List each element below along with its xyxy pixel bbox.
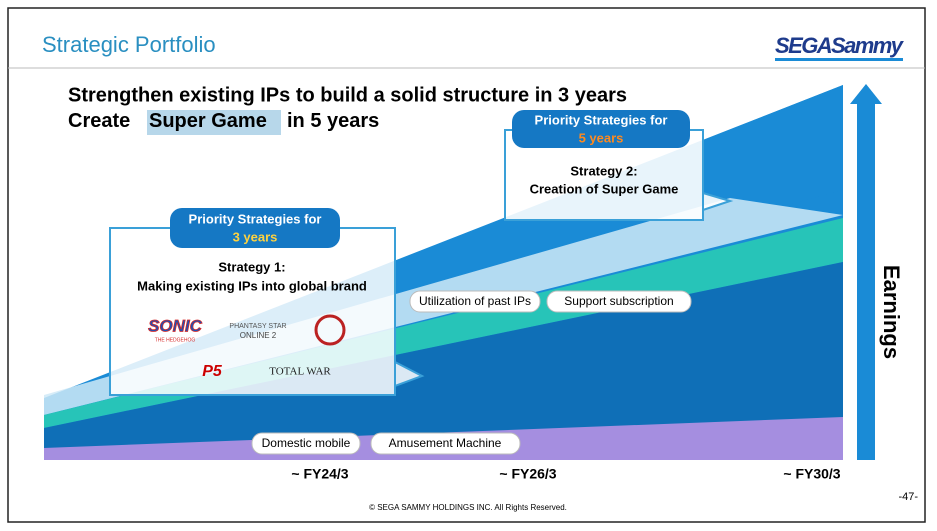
headline-highlight: Super Game (149, 110, 267, 132)
pill (546, 290, 692, 313)
axis-label: Earnings (879, 265, 904, 359)
pill (370, 432, 521, 455)
logo-pso: PHANTASY STAR (229, 323, 286, 330)
headline-line: Create Super Game in 5 years (68, 110, 379, 132)
headline-part: Create (68, 110, 130, 132)
callout-title: Priority Strategies for (535, 112, 668, 127)
arrow-shaft (857, 102, 875, 460)
page-number: -47- (898, 491, 918, 503)
headline-line: Strengthen existing IPs to build a solid… (68, 84, 627, 106)
callout-title: Priority Strategies for (189, 211, 322, 226)
logo-total-war: TOTAL WAR (269, 366, 331, 378)
logo-sonic-sub: THE HEDGEHOG (155, 337, 196, 343)
callout-period: 5 years (579, 130, 624, 145)
headline-part: in 5 years (287, 110, 379, 132)
callout-header (170, 208, 340, 248)
logo-p5: P5 (202, 363, 223, 380)
logo: SEGASammy (775, 33, 905, 58)
callout-box (109, 227, 396, 396)
pill (409, 290, 541, 313)
copyright: © SEGA SAMMY HOLDINGS INC. All Rights Re… (369, 503, 567, 512)
pill-label: Utilization of past IPs (419, 294, 531, 308)
timeline-label: ~ FY30/3 (783, 466, 840, 482)
logo-pso: ONLINE 2 (240, 331, 277, 340)
strategy-text: Making existing IPs into global brand (137, 278, 367, 293)
arrow-head (850, 84, 882, 104)
timeline-label: ~ FY24/3 (291, 466, 348, 482)
strategy-label: Strategy 2: (570, 163, 637, 178)
callout-period: 3 years (233, 229, 278, 244)
pill-label: Amusement Machine (389, 436, 502, 450)
logo-yakuza (314, 314, 346, 346)
timeline-label: ~ FY26/3 (499, 466, 556, 482)
pill (251, 432, 361, 455)
pill-label: Support subscription (564, 294, 673, 308)
callout-header (512, 110, 690, 148)
strategy-label: Strategy 1: (218, 259, 285, 274)
strategy-text: Creation of Super Game (530, 181, 679, 196)
highlight (147, 110, 281, 135)
pill-label: Domestic mobile (262, 436, 351, 450)
logo-sonic: SONIC (148, 316, 203, 335)
slide-title: Strategic Portfolio (42, 32, 216, 57)
logo-underline (775, 58, 903, 61)
